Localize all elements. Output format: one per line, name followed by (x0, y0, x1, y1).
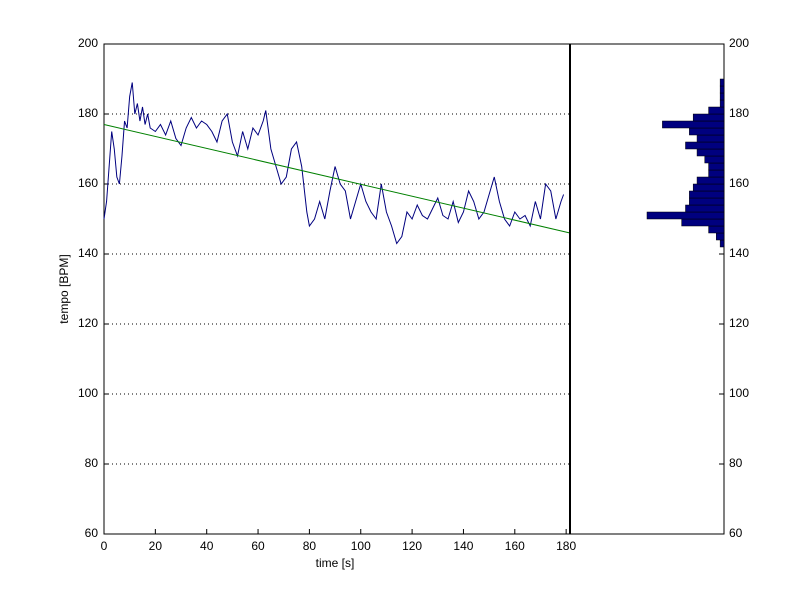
y-axis-label: tempo [BPM] (57, 254, 71, 323)
y2-tick-label: 100 (729, 386, 749, 400)
histogram-bar (719, 99, 725, 108)
y2-tick-label: 160 (729, 176, 749, 190)
histogram-bar (692, 113, 725, 122)
x-tick-label: 140 (453, 539, 473, 553)
histogram-bar (689, 197, 725, 206)
histogram-bar (692, 183, 725, 192)
x-tick-label: 100 (351, 539, 371, 553)
x-tick-label: 0 (101, 539, 108, 553)
histogram-bar (716, 232, 725, 241)
y-tick-label: 140 (78, 246, 98, 260)
x-tick-label: 180 (556, 539, 576, 553)
histogram-bar (689, 127, 725, 136)
histogram-bar (708, 106, 725, 115)
histogram-bar (696, 134, 725, 143)
x-tick-label: 40 (200, 539, 214, 553)
y-tick-label: 120 (78, 316, 98, 330)
histogram-bar (696, 148, 725, 157)
y-tick-label: 160 (78, 176, 98, 190)
x-axis-label: time [s] (316, 556, 355, 570)
x-tick-label: 80 (303, 539, 317, 553)
x-tick-label: 60 (251, 539, 265, 553)
histogram-bar (708, 162, 725, 171)
histogram-bar (689, 190, 725, 199)
histogram-bar (646, 211, 725, 220)
y-tick-label: 200 (78, 36, 98, 50)
histogram-bar (719, 92, 725, 101)
histogram-bar (685, 204, 725, 213)
histogram-bar (704, 155, 725, 164)
series-line (103, 124, 571, 234)
y2-tick-label: 60 (729, 526, 743, 540)
y2-tick-label: 140 (729, 246, 749, 260)
histogram-bar (708, 169, 725, 178)
histogram-bar (719, 239, 725, 248)
histogram-bar (719, 85, 725, 94)
histogram-bar (681, 218, 725, 227)
y2-tick-label: 120 (729, 316, 749, 330)
histogram-bar (662, 120, 725, 129)
series-line (103, 82, 565, 245)
x-tick-label: 20 (149, 539, 163, 553)
histogram-bar (708, 225, 725, 234)
x-tick-label: 120 (402, 539, 422, 553)
x-tick-label: 160 (505, 539, 525, 553)
y2-tick-label: 180 (729, 106, 749, 120)
y2-tick-label: 200 (729, 36, 749, 50)
y-tick-label: 80 (85, 456, 99, 470)
histogram-bar (685, 141, 725, 150)
y-tick-label: 180 (78, 106, 98, 120)
histogram-bar (696, 176, 725, 185)
y2-tick-label: 80 (729, 456, 743, 470)
y-tick-label: 100 (78, 386, 98, 400)
histogram-bar (719, 78, 725, 87)
y-tick-label: 60 (85, 526, 99, 540)
axes-frame (103, 43, 725, 535)
